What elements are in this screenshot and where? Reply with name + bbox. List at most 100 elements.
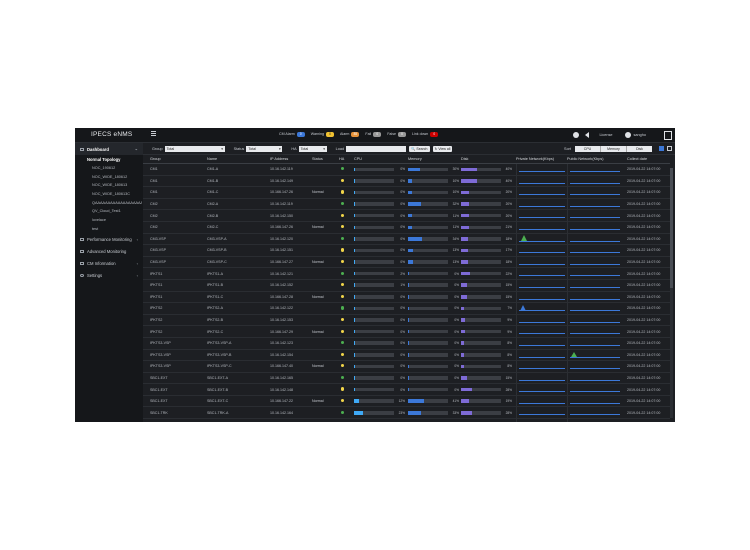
search-button[interactable]: 🔍 Search [409, 145, 430, 152]
table-row[interactable]: CM2 CM2-A 10.16.142.119 0% 32% 20% 2019-04-22 … [143, 198, 670, 211]
table-row[interactable]: CM1 CM1-A 10.16.142.119 0% 30% 40% 2019-04-22 … [143, 164, 670, 176]
table-row[interactable]: SBC1-TRKSBC1-TRK-B10.16.142.1500%0%28%20… [143, 419, 670, 422]
sparkline-peak [520, 304, 526, 311]
table-row[interactable]: CM3-VSP CM3-VSP-B 10.16.142.151 0% 13% 17% 201… [143, 245, 670, 257]
table-row[interactable]: IPKTS1 IPKTS1-A 10.16.142.121 2% 0% 22% 2019-0… [143, 268, 670, 280]
topology-item[interactable]: QV_Cloud_Test1 [92, 209, 121, 214]
table-row[interactable]: SBC1-EXT SBC1-EXT-B 10.16.142.148 0% 0% 28% 20… [143, 384, 670, 396]
table-row[interactable]: SBC1-EXT SBC1-EXT-C 10.166.147.22 Normal 12%… [143, 395, 670, 408]
group-filter-select[interactable]: Total ▼ [164, 145, 225, 152]
column-header[interactable]: Status [312, 157, 323, 161]
table-row[interactable]: CM1 CM1-C 10.166.147.26 Normal 0% 10% 20% 2019-… [143, 187, 670, 199]
list-view-icon[interactable] [659, 146, 664, 151]
topology-item[interactable]: QAAAAAAAAAAAAAAAAAAAAAAAA [92, 200, 142, 205]
disk-cell: 9% [461, 318, 516, 322]
volume-icon[interactable] [585, 132, 590, 138]
license-link[interactable]: License [599, 133, 613, 137]
disk-bar-fill [461, 399, 469, 403]
table-row[interactable]: CM3-VSP CM3-VSP-C 10.166.147.27 Normal 0% 13%… [143, 256, 670, 269]
name-cell: IPKTS1-B [207, 283, 223, 288]
sidebar-item-settings[interactable]: Settings ‹ [75, 270, 143, 282]
table-row[interactable]: IPKTS3-VSP IPKTS3-VSP-C 10.166.147.40 Norma… [143, 361, 670, 373]
ha-status-dot [341, 225, 345, 229]
memory-percent: 0% [454, 387, 459, 392]
load-filter-input[interactable] [346, 145, 407, 152]
alarm-warning[interactable]: Warning 0 [311, 132, 335, 137]
alarm-cm[interactable]: CM Alarm 0 [279, 132, 305, 137]
memory-percent: 32% [452, 202, 459, 207]
table-row[interactable]: IPKTS3-VSP IPKTS3-VSP-B 10.16.142.154 0% 0% 8… [143, 349, 670, 362]
sidebar-item-advanced-monitoring[interactable]: Advanced Monitoring [75, 246, 143, 258]
table-row[interactable]: IPKTS3-VSP IPKTS3-VSP-A 10.16.142.123 0% 0% 8… [143, 337, 670, 350]
column-header[interactable]: Disk [461, 157, 469, 161]
public-network-sparkline [567, 221, 622, 233]
column-header[interactable]: IP Address [270, 157, 289, 161]
cpu-bar-fill [354, 306, 355, 311]
alarm-alarm[interactable]: Alarm 85 [340, 132, 360, 137]
table-row[interactable]: CM2 CM2-C 10.166.147.26 Normal 0% 11% 21% 2019-… [143, 221, 670, 234]
column-header[interactable]: HA [339, 157, 345, 161]
chart-icon [80, 238, 84, 241]
table-row[interactable]: IPKTS2 IPKTS2-C 10.166.147.29 Normal 0% 0% 9% 2… [143, 326, 670, 338]
table-row[interactable]: SBC1-TRK SBC1-TRK-A 10.16.142.164 23% 33% 28%… [143, 407, 670, 420]
table-row[interactable]: SBC1-EXT SBC1-EXT-A 10.16.142.165 0% 0% 15% 20… [143, 372, 670, 385]
sort-cpu-button[interactable]: CPU [575, 145, 601, 152]
group-cell: IPKTS3-VSP [150, 352, 171, 357]
logout-icon[interactable] [664, 130, 672, 140]
alarm-fail[interactable]: Fail 0 [365, 132, 382, 137]
disk-bar [461, 364, 501, 369]
table-row[interactable]: CM2 CM2-B 10.16.142.150 0% 11% 20% 2019-04-22 … [143, 210, 670, 222]
disk-bar [461, 225, 501, 230]
private-network-sparkline [516, 268, 567, 279]
topology-item[interactable]: NOC_WIDE_180612 [92, 174, 128, 179]
public-network-sparkline [567, 291, 622, 303]
grid-view-icon[interactable] [667, 146, 672, 151]
table-row[interactable]: CM1 CM1-B 10.16.142.149 0% 10% 40% 2019-04-22 … [143, 175, 670, 188]
table-scrollbar[interactable] [670, 168, 673, 418]
name-cell: IPKTS1-A [207, 271, 223, 276]
topology-item[interactable]: lovelace [92, 218, 106, 223]
column-header[interactable]: CPU [354, 157, 363, 161]
topology-heading[interactable]: Normal Topology [87, 157, 121, 162]
collect-date-cell: 2019-04-22 14:07:00 [627, 248, 661, 253]
topology-item[interactable]: NOC_WIDE_180613 [92, 183, 128, 188]
topology-item[interactable]: NOC_WIDE_180613C [92, 192, 130, 197]
ha-filter-select[interactable]: Total ▼ [298, 145, 327, 152]
column-header[interactable]: Collect date [627, 157, 648, 161]
column-header[interactable]: Public Network(Kbps) [567, 157, 604, 161]
sidebar-item-cm-information[interactable]: CM Information ‹ [75, 258, 143, 270]
table-row[interactable]: IPKTS1 IPKTS1-B 10.16.142.152 1% 0% 15% 2019-0… [143, 279, 670, 292]
table-row[interactable]: CM3-VSP CM3-VSP-A 10.16.142.120 0% 34% 18% 201… [143, 233, 670, 246]
memory-bar-fill [408, 260, 414, 264]
view-all-button[interactable]: ↻ View all [432, 145, 453, 152]
hamburger-menu-icon[interactable] [151, 131, 156, 136]
topology-item[interactable]: NOC_190612 [92, 166, 116, 170]
topology-item[interactable]: test [92, 226, 99, 231]
user-avatar-icon[interactable] [624, 132, 631, 138]
info-icon[interactable] [573, 132, 580, 138]
user-name[interactable]: sangho [633, 133, 646, 137]
group-cell: CM2 [150, 202, 158, 207]
sparkline-baseline [519, 321, 565, 323]
ha-cell [339, 399, 354, 403]
column-header[interactable]: Memory [408, 157, 422, 161]
column-header[interactable]: Name [207, 157, 218, 161]
column-header[interactable]: Private Network(Kbps) [516, 157, 554, 161]
memory-bar [408, 411, 448, 415]
status-filter-select[interactable]: Total ▼ [246, 145, 283, 152]
sidebar-item-dashboard[interactable]: Dashboard ⌄ [75, 143, 143, 155]
table-row[interactable]: IPKTS1 IPKTS1-C 10.166.147.28 Normal 0% 0% 15%… [143, 291, 670, 304]
column-header[interactable]: Group [150, 157, 161, 161]
table-row[interactable]: IPKTS2 IPKTS2-A 10.16.142.122 0% 0% 7% 2019-04… [143, 303, 670, 315]
alarm-false[interactable]: False 0 [387, 132, 407, 137]
collect-date-cell: 2019-04-22 14:07:00 [627, 399, 661, 404]
scrollbar-thumb[interactable] [670, 168, 673, 288]
load-filter-label: Load [335, 146, 345, 151]
alarm-link-down[interactable]: Link down 0 [412, 132, 439, 137]
cpu-percent: 0% [400, 318, 405, 323]
sidebar-item-performance[interactable]: Performance Monitoring ‹ [75, 234, 143, 246]
cpu-percent: 0% [400, 213, 405, 218]
table-row[interactable]: IPKTS2 IPKTS2-B 10.16.142.153 0% 0% 9% 2019-04… [143, 314, 670, 327]
sort-memory-button[interactable]: Memory [601, 145, 627, 152]
sort-disk-button[interactable]: Disk [627, 145, 652, 152]
